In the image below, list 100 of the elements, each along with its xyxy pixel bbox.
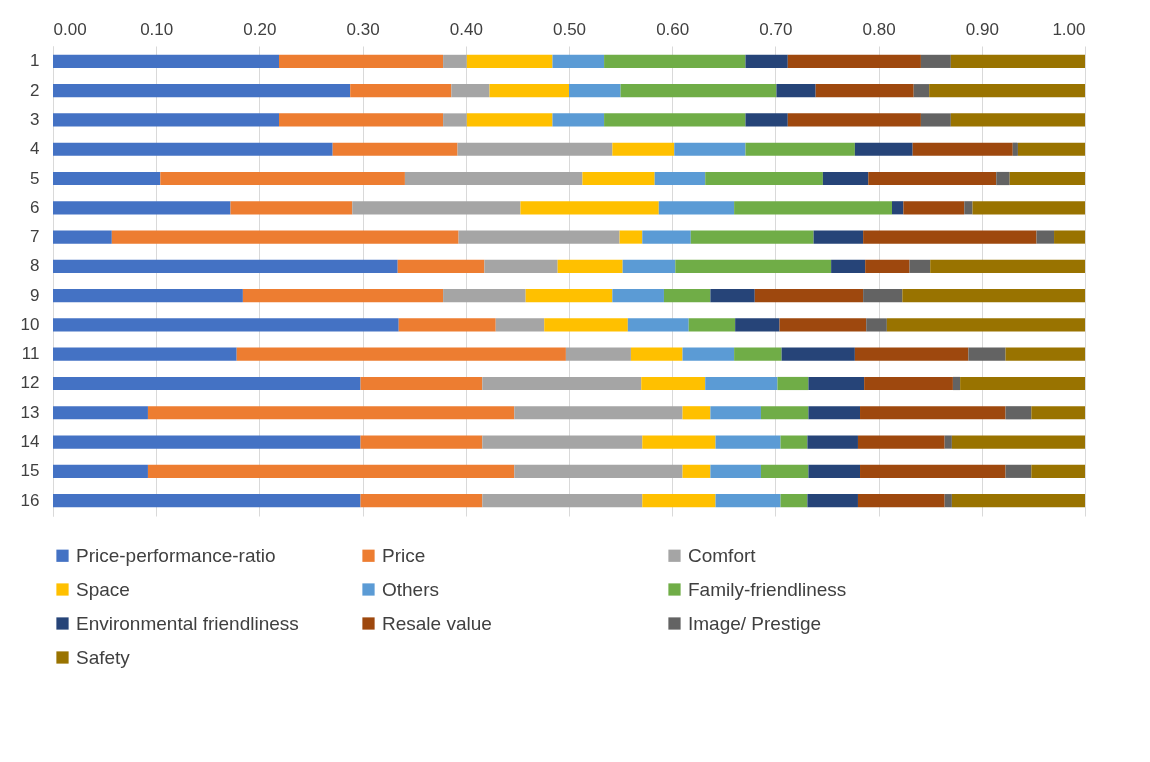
bar	[760, 464, 809, 478]
bar	[520, 201, 659, 215]
legend-label: Family-friendliness	[688, 578, 847, 600]
bar	[807, 435, 858, 449]
x-tick-label: 0.40	[449, 19, 483, 39]
bar	[147, 406, 515, 420]
bar	[781, 347, 855, 361]
bar	[443, 113, 467, 127]
bar	[53, 259, 398, 273]
y-tick-label: 6	[30, 197, 40, 217]
bar	[822, 171, 869, 186]
bar	[514, 464, 683, 478]
y-tick-label: 10	[20, 314, 40, 334]
y-tick-label: 1	[30, 51, 40, 71]
bar	[710, 464, 761, 478]
bar	[360, 494, 483, 508]
y-tick-label: 7	[30, 227, 40, 247]
bar	[865, 259, 910, 273]
bar	[913, 84, 930, 98]
bar	[53, 406, 148, 420]
bar	[808, 376, 865, 391]
bar	[397, 259, 485, 273]
bar	[582, 171, 655, 186]
bar	[404, 171, 583, 186]
bar	[1054, 230, 1085, 244]
bar	[735, 318, 780, 332]
legend-label: Comfort	[688, 544, 757, 566]
bar	[705, 171, 823, 186]
bar	[111, 230, 459, 244]
bar	[332, 142, 458, 156]
y-tick-label: 15	[20, 461, 40, 481]
y-tick-label: 8	[30, 256, 40, 276]
bar	[642, 435, 716, 449]
bar	[951, 435, 1085, 449]
bar	[682, 347, 735, 361]
bar	[807, 494, 858, 508]
bar	[1012, 142, 1018, 156]
y-tick-label: 4	[30, 139, 40, 159]
legend-label: Price	[382, 544, 426, 566]
bar	[808, 464, 861, 478]
y-tick-label: 2	[30, 80, 40, 100]
bar	[604, 113, 746, 127]
bar	[525, 289, 613, 303]
bar	[622, 259, 676, 273]
bar	[682, 464, 711, 478]
legend-label: Environmental friendliness	[76, 612, 299, 634]
bar	[734, 347, 782, 361]
bar	[443, 289, 526, 303]
bar	[53, 201, 231, 215]
legend-label: Others	[382, 578, 440, 600]
bar	[787, 113, 921, 127]
bar	[864, 376, 953, 391]
bar	[780, 494, 808, 508]
bar	[745, 113, 788, 127]
bar	[569, 84, 621, 98]
x-tick-label: 0.20	[243, 19, 277, 39]
bar	[557, 259, 623, 273]
bar	[552, 113, 605, 127]
bar	[620, 84, 777, 98]
y-tick-label: 14	[20, 432, 40, 452]
bar	[754, 289, 864, 303]
y-tick-label: 16	[20, 490, 40, 510]
bar	[688, 318, 736, 332]
bar	[642, 494, 716, 508]
bar	[360, 435, 483, 449]
bar	[53, 230, 112, 244]
bar	[1009, 171, 1085, 186]
bar	[815, 84, 914, 98]
bar	[352, 201, 521, 215]
bar	[619, 230, 643, 244]
bar	[857, 494, 945, 508]
y-tick-label: 3	[30, 109, 40, 129]
bar	[160, 171, 405, 186]
x-tick-label: 0.00	[53, 19, 87, 39]
bar	[642, 230, 691, 244]
bar	[929, 84, 1085, 98]
x-tick-label: 0.90	[965, 19, 999, 39]
bar	[912, 142, 1013, 156]
bar	[630, 347, 683, 361]
bar	[854, 142, 913, 156]
bar	[641, 376, 706, 391]
bar	[53, 494, 361, 508]
bar	[960, 376, 1085, 391]
y-tick-label: 11	[21, 344, 40, 364]
bar	[565, 347, 631, 361]
bar	[892, 201, 904, 215]
bar	[495, 318, 545, 332]
y-tick-label: 9	[30, 285, 40, 305]
bar	[53, 435, 361, 449]
y-tick-label: 5	[30, 168, 40, 188]
bar	[675, 259, 832, 273]
bar	[1031, 406, 1085, 420]
bar	[745, 142, 855, 156]
bar	[944, 494, 952, 508]
bar	[868, 171, 997, 186]
bar	[658, 201, 735, 215]
bar	[952, 376, 961, 391]
y-tick-label: 12	[20, 373, 40, 393]
bar	[53, 376, 361, 391]
bar	[860, 464, 1006, 478]
